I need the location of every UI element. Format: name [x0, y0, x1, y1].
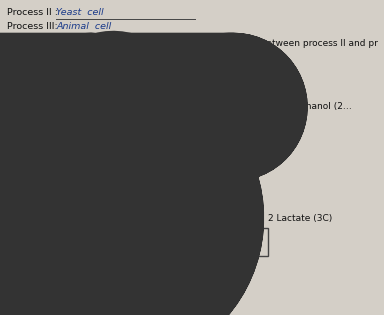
Text: (f)  Complete the diagram below to show the difference between process II and pr: (f) Complete the diagram below to show t…: [5, 39, 378, 48]
Bar: [108, 228, 178, 256]
Text: Process III:: Process III:: [17, 192, 82, 202]
Text: 2 Pyruvate (3C): 2 Pyruvate (3C): [5, 214, 76, 222]
Bar: [108, 92, 226, 122]
FancyArrowPatch shape: [145, 230, 211, 246]
Bar: [108, 67, 158, 95]
FancyArrowPatch shape: [210, 117, 244, 123]
Text: 2 Ethanol (2…: 2 Ethanol (2…: [288, 102, 352, 112]
Bar: [213, 125, 281, 153]
Text: 2 Pyruvate (3C): 2 Pyruvate (3C): [5, 102, 76, 112]
Text: Process II :: Process II :: [7, 8, 61, 17]
Bar: [180, 228, 268, 256]
Text: Process II:: Process II:: [17, 54, 78, 64]
Text: Process III:: Process III:: [7, 22, 58, 31]
Bar: [130, 125, 210, 153]
Text: Yeast  cell: Yeast cell: [56, 8, 104, 17]
Text: Animal  cell: Animal cell: [56, 22, 111, 31]
Text: 2 Lactate (3C): 2 Lactate (3C): [268, 214, 332, 222]
